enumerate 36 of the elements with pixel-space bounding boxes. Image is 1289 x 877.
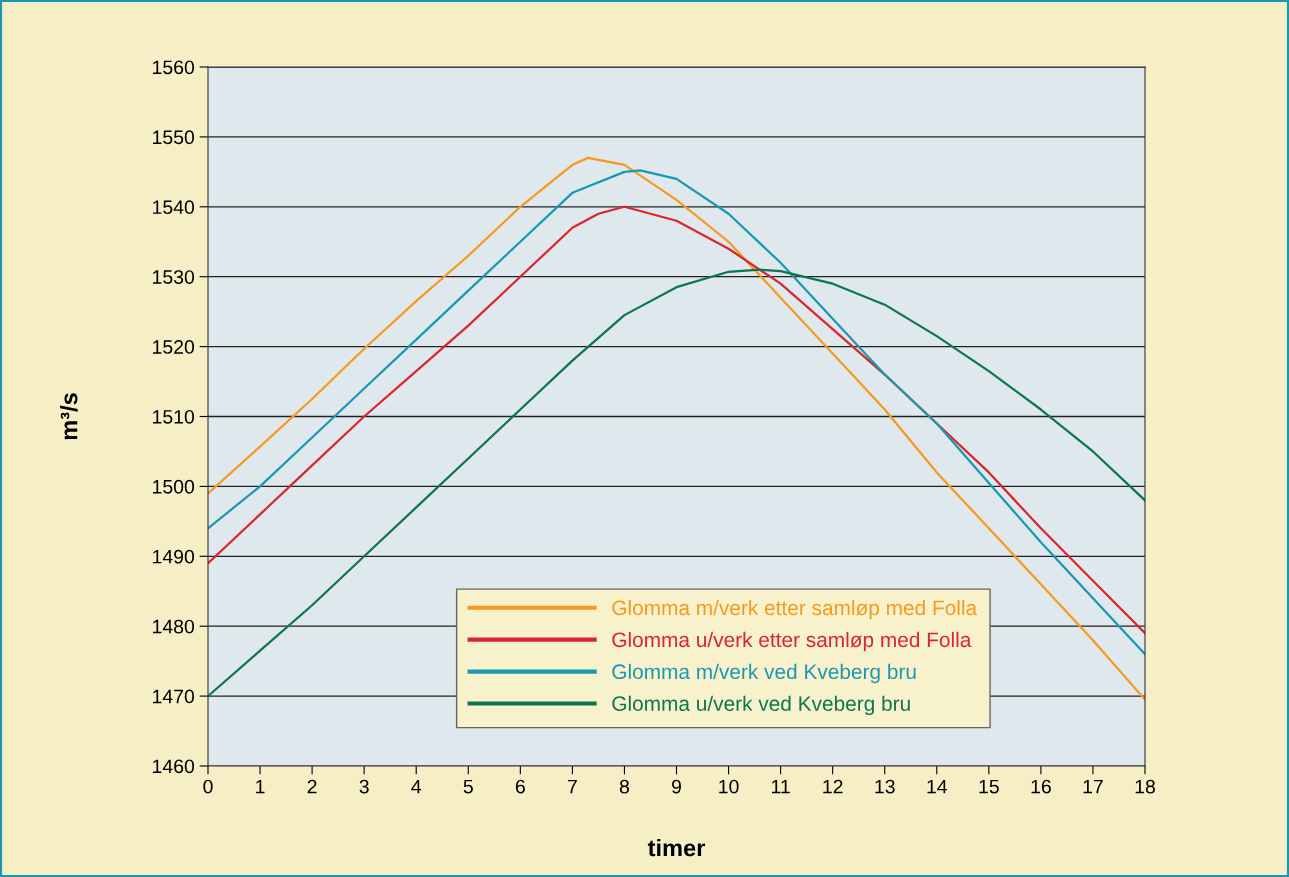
x-tick-label: 1 <box>256 779 265 794</box>
text: Glomma u/verk etter samløp med Folla <box>612 631 972 652</box>
y-tick-label: 1520 <box>153 340 195 354</box>
x-tick-label: 15 <box>979 779 999 794</box>
text: Glomma m/verk etter samløp med Folla <box>612 599 978 620</box>
y-tick-label: 1540 <box>153 200 195 215</box>
y-tick-label: 1530 <box>153 270 195 284</box>
text: Glomma u/verk ved Kveberg bru <box>612 695 910 716</box>
x-tick-label: 11 <box>772 779 790 794</box>
x-tick-label: 7 <box>567 779 577 794</box>
y-tick-label: 1480 <box>153 619 195 634</box>
y-tick-label: 1470 <box>153 689 195 704</box>
text: Glomma m/verk ved Kveberg bru <box>612 663 916 684</box>
y-axis-title: m³/s <box>60 393 78 440</box>
x-tick-label: 2 <box>307 779 317 794</box>
x-tick-label: 9 <box>672 779 681 794</box>
y-tick-label: 1510 <box>153 409 195 424</box>
x-tick-label: 17 <box>1083 779 1103 794</box>
x-tick-label: 12 <box>823 779 843 794</box>
y-tick-label: 1550 <box>153 130 195 145</box>
x-tick-label: 14 <box>927 779 948 794</box>
x-tick-label: 0 <box>203 779 213 794</box>
x-tick-label: 5 <box>463 779 473 794</box>
y-tick-label: 1490 <box>153 549 195 564</box>
x-tick-label: 8 <box>619 779 630 794</box>
x-tick-label: 18 <box>1135 779 1155 794</box>
x-axis-title: timer <box>647 838 706 857</box>
x-tick-label: 4 <box>411 779 422 794</box>
y-tick-label: 1500 <box>153 479 195 494</box>
y-tick-label: 1560 <box>153 60 195 75</box>
y-tick-label: 1460 <box>153 759 195 774</box>
x-tick-label: 3 <box>359 779 369 794</box>
x-tick-label: 6 <box>515 779 525 794</box>
x-tick-label: 16 <box>1031 779 1051 794</box>
x-tick-label: 10 <box>719 779 739 794</box>
x-tick-label: 13 <box>875 779 895 794</box>
